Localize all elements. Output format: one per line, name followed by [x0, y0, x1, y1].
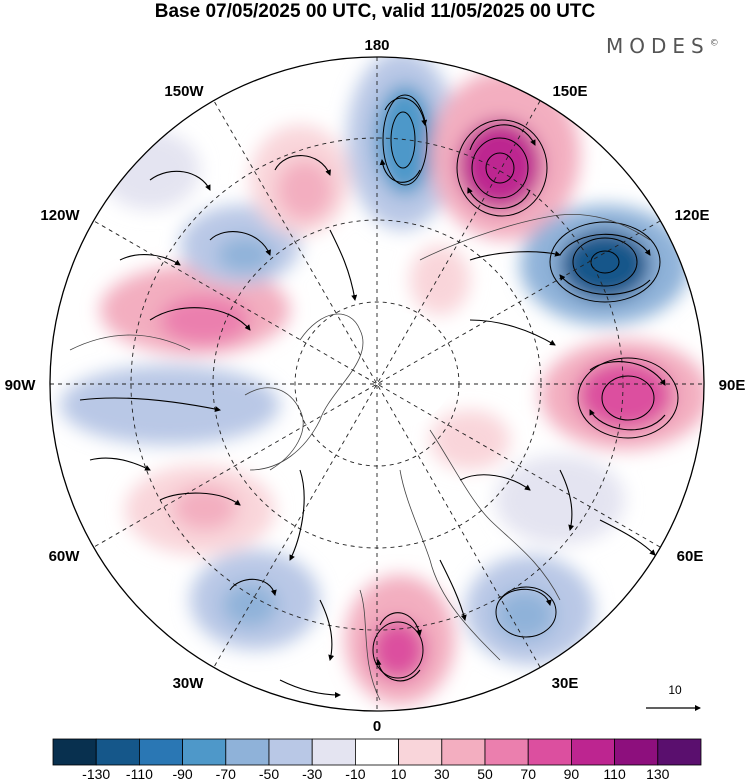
colorbar-tick-label: -10	[345, 766, 365, 782]
anomaly-positive-core	[173, 486, 237, 530]
lon-label-150w: 150W	[164, 83, 204, 100]
lon-label-120w: 120W	[40, 207, 80, 224]
colorbar: -130 -110 -90 -70 -50 -30 -10 10 30 50 70 90 110 130	[52, 738, 702, 782]
lon-label-120e: 120E	[674, 207, 709, 224]
colorbar-box	[398, 738, 443, 766]
anomaly-negative-core	[495, 590, 555, 640]
colorbar-tick-label: 10	[391, 766, 407, 782]
reference-vector-label: 10	[668, 683, 682, 697]
copyright-mark: ©	[709, 38, 719, 49]
colorbar-boxes	[52, 738, 702, 766]
anomaly-negative-weak	[495, 455, 625, 545]
colorbar-tick-label: -130	[82, 766, 110, 782]
colorbar-ticks: -130 -110 -90 -70 -50 -30 -10 10 30 50 70 90 110 130	[82, 766, 670, 782]
longitude-labels: 180 150E 120E 90E 60E 30E 0 30W 60W 90W …	[5, 37, 746, 735]
colorbar-tick-label: -90	[172, 766, 192, 782]
colorbar-box	[311, 738, 356, 766]
colorbar-box	[614, 738, 659, 766]
modes-logo-text: MODES	[606, 34, 710, 58]
lon-label-60e: 60E	[677, 548, 704, 565]
anomaly-negative-core	[217, 237, 273, 273]
lon-label-30e: 30E	[552, 675, 579, 692]
colorbar-box	[225, 738, 270, 766]
anomaly-positive-core	[577, 360, 673, 430]
colorbar-box	[268, 738, 313, 766]
lon-label-30w: 30W	[173, 675, 205, 692]
anomaly-field	[60, 57, 704, 705]
anomaly-positive-core	[277, 160, 333, 220]
colorbar-box	[52, 738, 97, 766]
lon-label-150e: 150E	[552, 83, 587, 100]
colorbar-box	[657, 738, 702, 766]
colorbar-box	[571, 738, 616, 766]
colorbar-box	[95, 738, 140, 766]
polar-cap	[315, 310, 455, 430]
colorbar-tick-label: 30	[434, 766, 450, 782]
anomaly-positive-weak	[410, 245, 470, 315]
colorbar-tick-label: -30	[302, 766, 322, 782]
lon-label-180: 180	[364, 37, 389, 54]
map-title: Base 07/05/2025 00 UTC, valid 11/05/2025…	[154, 1, 596, 22]
colorbar-box	[484, 738, 529, 766]
colorbar-tick-label: 110	[603, 766, 626, 782]
anomaly-negative	[60, 365, 280, 445]
reference-vector: 10	[646, 683, 701, 711]
colorbar-box	[354, 738, 399, 766]
wind-vectors	[79, 97, 666, 698]
colorbar-tick-label: 50	[477, 766, 493, 782]
colorbar-tick-label: -110	[126, 766, 153, 782]
anomaly-positive-core	[160, 295, 250, 345]
colorbar-box	[527, 738, 572, 766]
map-border	[49, 56, 705, 712]
anomaly-negative-core	[222, 583, 278, 627]
colorbar-tick-label: -50	[259, 766, 279, 782]
lon-label-0: 0	[373, 718, 381, 735]
colorbar-tick-label: 90	[564, 766, 580, 782]
modes-logo: MODES©	[606, 34, 719, 58]
contours	[372, 94, 679, 679]
colorbar-box	[441, 738, 486, 766]
lon-label-90w: 90W	[5, 377, 37, 394]
anomaly-positive-weak	[430, 410, 510, 470]
anomaly-negative-weak	[100, 130, 200, 210]
anomaly-negative-core	[560, 230, 650, 300]
colorbar-tick-label: 70	[520, 766, 536, 782]
colorbar-tick-label: 130	[646, 766, 670, 782]
lon-label-60w: 60W	[49, 548, 81, 565]
anomaly-positive-core	[370, 620, 426, 680]
lon-label-90e: 90E	[719, 377, 746, 394]
colorbar-tick-label: -70	[216, 766, 236, 782]
map-disc	[50, 57, 704, 711]
colorbar-box	[138, 738, 183, 766]
colorbar-box	[182, 738, 227, 766]
